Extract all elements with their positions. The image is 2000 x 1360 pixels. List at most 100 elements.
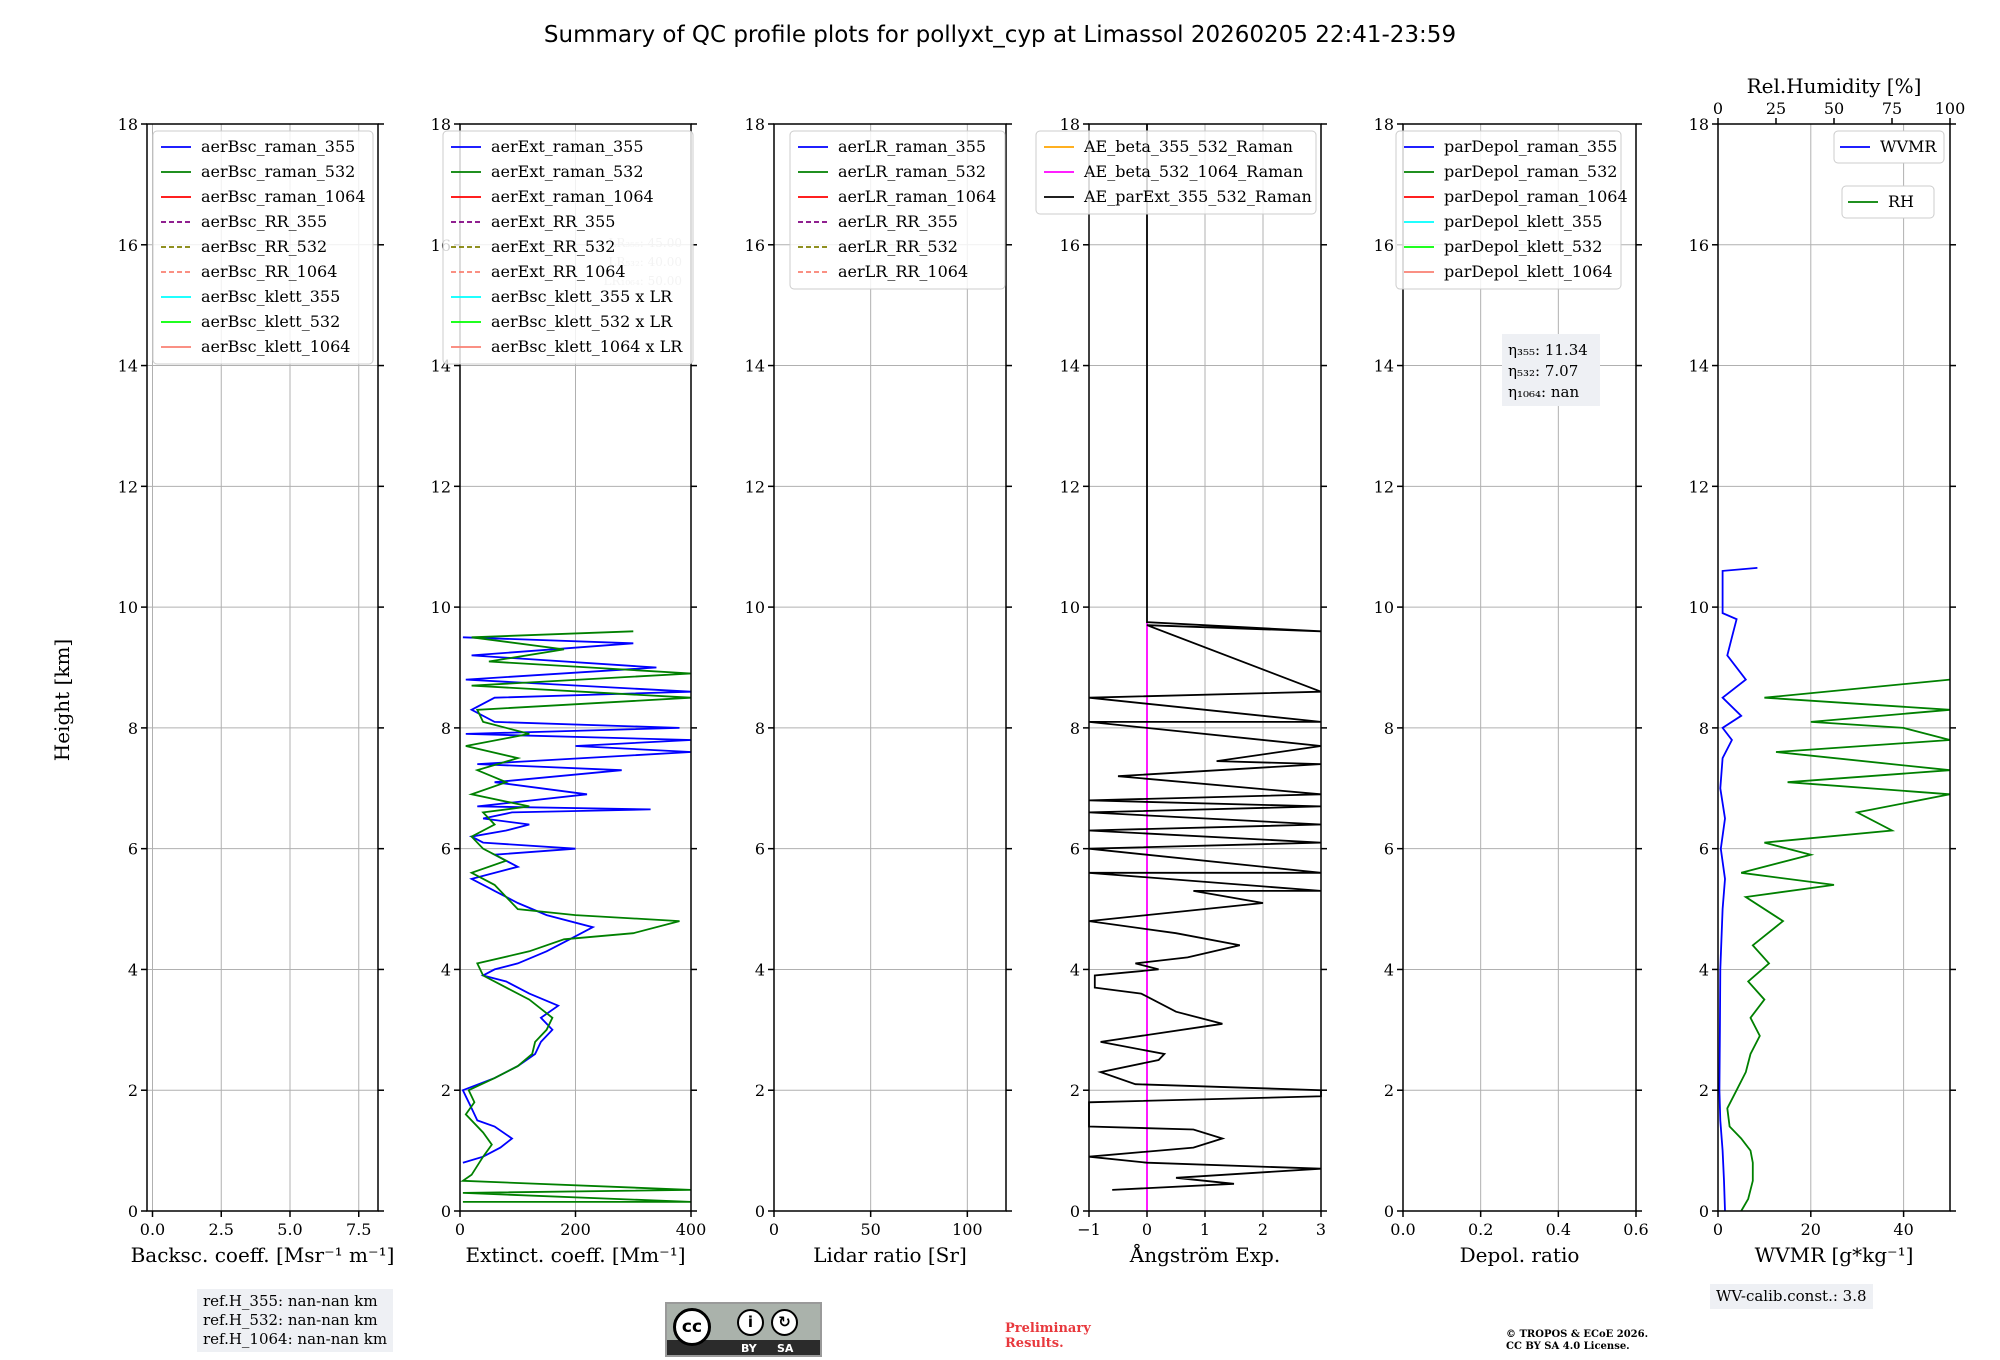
legend-label: parDepol_klett_1064 <box>1444 262 1613 281</box>
legend-label: aerLR_raman_532 <box>838 162 986 181</box>
legend-box-wvmr <box>1833 130 1945 164</box>
y-tick-label: 16 <box>1060 236 1080 255</box>
legend-label: aerExt_raman_532 <box>491 162 644 181</box>
y-tick-label: 4 <box>441 960 451 979</box>
series-line-aerext-raman-355 <box>461 636 692 1164</box>
legend-label: aerBsc_raman_355 <box>201 137 355 156</box>
y-tick-label: 16 <box>1374 236 1394 255</box>
y-tick-label: 12 <box>1374 477 1394 496</box>
y-tick-label: 6 <box>441 840 451 859</box>
y-tick-label: 8 <box>441 719 451 738</box>
y-tick-label: 10 <box>118 598 138 617</box>
y-tick-label: 18 <box>118 115 138 134</box>
legend-label: aerExt_raman_1064 <box>491 187 654 206</box>
y-tick-label: 4 <box>1699 960 1709 979</box>
y-tick-label: 0 <box>1070 1202 1080 1221</box>
x-tick-label: 0.0 <box>140 1220 165 1239</box>
y-tick-label: 0 <box>755 1202 765 1221</box>
legend-box <box>789 130 1006 290</box>
legend-box <box>442 130 694 365</box>
legend-label: AE_beta_532_1064_Raman <box>1083 162 1303 181</box>
legend-label: aerLR_raman_1064 <box>838 187 996 206</box>
y-tick-label: 8 <box>755 719 765 738</box>
y-tick-label: 14 <box>1374 357 1394 376</box>
x-tick-label: −1 <box>1077 1220 1101 1239</box>
y-tick-label: 6 <box>755 840 765 859</box>
legend-label: RH <box>1888 192 1914 211</box>
x-tick-label: 1 <box>1200 1220 1210 1239</box>
y-tick-label: 4 <box>755 960 765 979</box>
copyright-line-1: © TROPOS & ECoE 2026. <box>1506 1329 1649 1340</box>
panel-bsc: 0 2 4 6 8 10 12 14 16 18 0.0 2.5 5.0 7.5 Backsc. coeff… <box>118 115 395 1267</box>
eta-annotation: η₁₀₆₄: nan <box>1508 383 1579 401</box>
copyright-line-2: CC BY SA 4.0 License. <box>1506 1341 1630 1352</box>
preliminary-line-2: Results. <box>1005 1336 1064 1351</box>
eta-annotation: η₅₃₂: 7.07 <box>1508 362 1578 380</box>
y-tick-label: 2 <box>441 1081 451 1100</box>
y-tick-label: 18 <box>1689 115 1709 134</box>
y-tick-label: 6 <box>128 840 138 859</box>
y-tick-label: 10 <box>1060 598 1080 617</box>
y-tick-label: 12 <box>118 477 138 496</box>
y-tick-label: 16 <box>745 236 765 255</box>
series-line-wvmr <box>1718 567 1758 1212</box>
y-tick-label: 4 <box>1384 960 1394 979</box>
y-tick-label: 18 <box>1374 115 1394 134</box>
y-tick-label: 14 <box>1060 357 1080 376</box>
ref-height-532: ref.H_532: nan-nan km <box>203 1311 378 1329</box>
y-tick-label: 16 <box>1689 236 1709 255</box>
y-tick-label: 8 <box>1070 719 1080 738</box>
legend-label: aerLR_RR_355 <box>838 212 958 231</box>
cc-license-badge: cc i ↻ BY SA <box>665 1302 822 1357</box>
legend-label: aerExt_raman_355 <box>491 137 644 156</box>
y-tick-label: 0 <box>441 1202 451 1221</box>
x-tick-label: 2.5 <box>209 1220 234 1239</box>
x-tick-label: 50 <box>860 1220 880 1239</box>
y-tick-label: 12 <box>1689 477 1709 496</box>
y-tick-label: 6 <box>1699 840 1709 859</box>
x-tick-label: 0.6 <box>1623 1220 1648 1239</box>
x-tick-label: 0.2 <box>1468 1220 1493 1239</box>
y-tick-label: 6 <box>1070 840 1080 859</box>
x-tick-label: 3 <box>1316 1220 1326 1239</box>
preliminary-results-note: Preliminary Results. <box>1005 1321 1091 1351</box>
legend-label: aerBsc_klett_1064 x LR <box>491 337 683 356</box>
cc-sa-label: SA <box>777 1342 794 1355</box>
top-x-tick-label: 75 <box>1882 99 1902 118</box>
y-tick-label: 10 <box>745 598 765 617</box>
y-tick-label: 12 <box>1060 477 1080 496</box>
x-tick-label: 0 <box>455 1220 465 1239</box>
x-tick-label: 0 <box>769 1220 779 1239</box>
y-tick-label: 10 <box>1689 598 1709 617</box>
y-tick-label: 0 <box>1699 1202 1709 1221</box>
legend-label: aerBsc_klett_1064 <box>201 337 350 356</box>
legend-label: aerBsc_RR_355 <box>201 212 327 231</box>
y-tick-label: 2 <box>1070 1081 1080 1100</box>
sa-share-alike-icon: ↻ <box>771 1309 798 1336</box>
y-tick-label: 14 <box>1689 357 1709 376</box>
x-tick-label: 2 <box>1258 1220 1268 1239</box>
y-tick-label: 4 <box>1070 960 1080 979</box>
legend-box <box>1035 130 1317 215</box>
legend-label: aerBsc_klett_355 x LR <box>491 287 673 306</box>
y-tick-label: 10 <box>431 598 451 617</box>
series-line-ae-parext-355-532-raman <box>1088 124 1322 1191</box>
figure-title: Summary of QC profile plots for pollyxt_… <box>543 22 1457 48</box>
y-tick-label: 0 <box>1384 1202 1394 1221</box>
legend-label: aerBsc_raman_1064 <box>201 187 366 206</box>
y-tick-label: 10 <box>1374 598 1394 617</box>
wv-calib-const: WV-calib.const.: 3.8 <box>1716 1287 1867 1305</box>
x-tick-label: 100 <box>952 1220 983 1239</box>
x-tick-label: 0 <box>1713 1220 1723 1239</box>
legend-label: aerBsc_RR_1064 <box>201 262 337 281</box>
x-tick-label: 200 <box>560 1220 591 1239</box>
legend-label: AE_parExt_355_532_Raman <box>1083 187 1312 206</box>
legend-label: WVMR <box>1880 137 1937 156</box>
top-x-axis-label: Rel.Humidity [%] <box>1747 74 1922 98</box>
legend-label: aerLR_RR_532 <box>838 237 958 256</box>
legend-label: aerLR_raman_355 <box>838 137 986 156</box>
legend-label: parDepol_raman_1064 <box>1444 187 1628 206</box>
x-axis-label: WVMR [g*kg⁻¹] <box>1755 1243 1914 1267</box>
legend-label: parDepol_raman_355 <box>1444 137 1617 156</box>
